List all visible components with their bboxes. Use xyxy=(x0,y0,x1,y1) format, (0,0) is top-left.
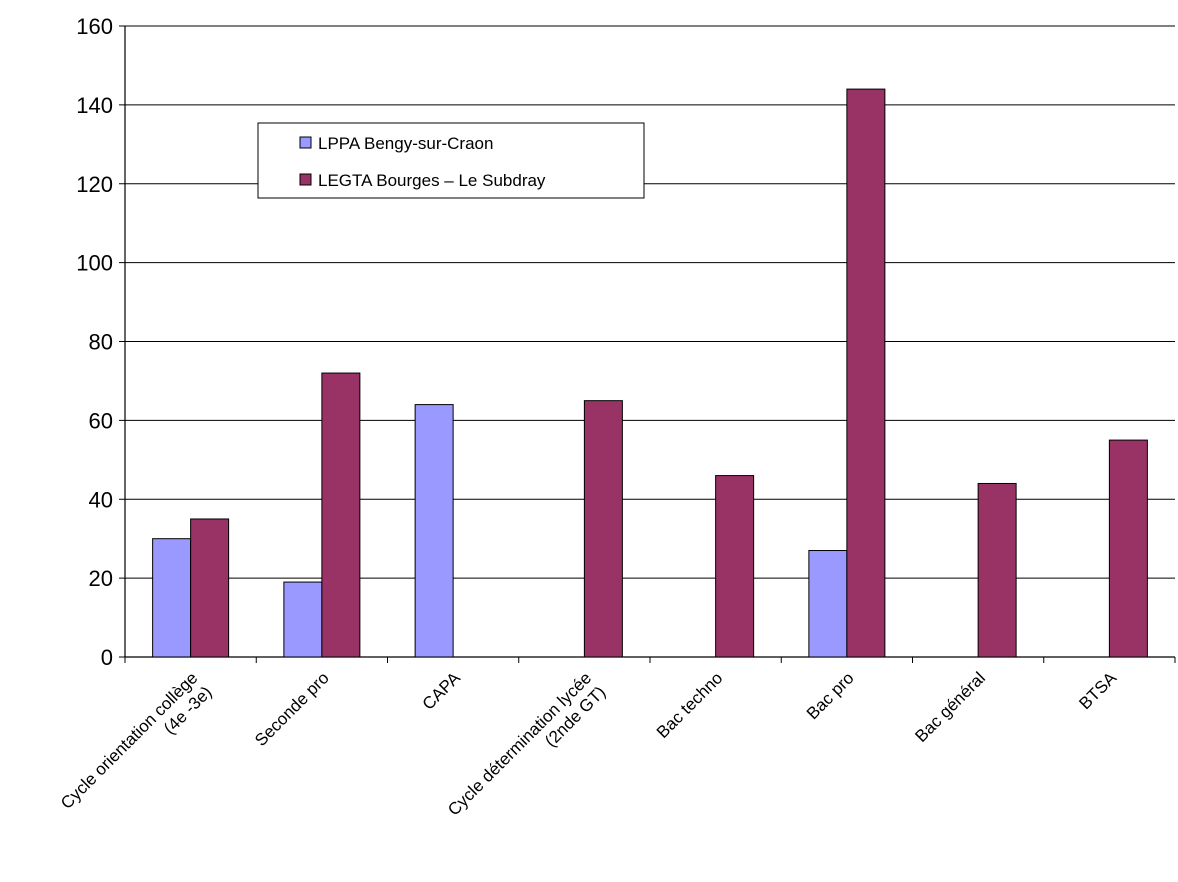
y-tick-label: 100 xyxy=(76,251,113,276)
x-tick-label: Seconde pro xyxy=(251,668,333,750)
y-tick-label: 140 xyxy=(76,93,113,118)
bar-legta xyxy=(190,518,230,658)
bars xyxy=(152,88,1148,658)
legend-swatch-lppa xyxy=(299,136,312,149)
x-tick-label: Bac techno xyxy=(653,668,727,742)
bar-lppa xyxy=(152,538,192,658)
legend-label-lppa: LPPA Bengy-sur-Craon xyxy=(318,134,493,153)
bar-legta xyxy=(977,482,1017,658)
bar-legta xyxy=(715,475,755,658)
bar-legta xyxy=(321,372,361,658)
gridlines xyxy=(125,25,1175,579)
y-tick-label: 60 xyxy=(89,408,113,433)
y-tick-label: 40 xyxy=(89,487,113,512)
x-tick-label: CAPA xyxy=(419,668,465,714)
bar-legta xyxy=(846,88,886,658)
x-tick-labels: Cycle orientation collège(4e -3e) Seconde… xyxy=(57,668,1121,833)
y-tick-label: 120 xyxy=(76,172,113,197)
x-tick-label: Cycle détermination lycée(2nde GT) xyxy=(444,668,609,833)
legend: LPPA Bengy-sur-Craon LEGTA Bourges – Le … xyxy=(257,122,645,199)
y-tick-label: 0 xyxy=(101,645,113,670)
x-tick-label: Bac général xyxy=(911,668,989,746)
bar-lppa xyxy=(283,581,323,658)
x-tick-label: BTSA xyxy=(1075,668,1120,713)
bar-lppa xyxy=(808,550,848,658)
y-tick-label: 20 xyxy=(89,566,113,591)
y-tick-labels: 0 20 40 60 80 100 120 140 160 xyxy=(76,14,113,670)
x-tick-label: Bac pro xyxy=(803,668,858,723)
legend-label-legta: LEGTA Bourges – Le Subdray xyxy=(318,171,546,190)
y-tick-label: 80 xyxy=(89,330,113,355)
bar-legta xyxy=(1108,439,1148,658)
x-tick-label: Cycle orientation collège(4e -3e) xyxy=(57,668,216,827)
bar-lppa xyxy=(414,404,454,658)
legend-box xyxy=(257,122,645,199)
legend-swatch-legta xyxy=(299,173,312,186)
y-tick-label: 160 xyxy=(76,14,113,39)
bar-legta xyxy=(583,400,623,658)
